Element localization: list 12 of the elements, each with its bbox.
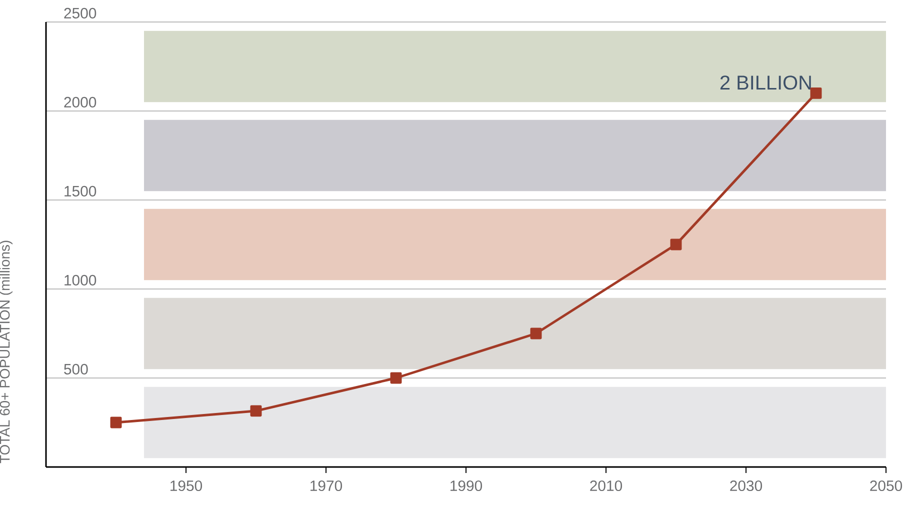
x-tick-label: 1950 <box>170 480 202 492</box>
x-tick-label: 2050 <box>870 480 902 492</box>
y-tick-label: 2500 <box>64 8 96 18</box>
x-tick-label: 1970 <box>310 480 342 492</box>
y-tick-label: 2000 <box>64 96 96 108</box>
y-tick-label: 1000 <box>64 274 96 286</box>
x-tick-label: 2010 <box>590 480 622 492</box>
y-tick-label: 500 <box>64 364 88 374</box>
y-tick-label: 1500 <box>64 186 96 196</box>
x-tick-label: 1990 <box>450 480 482 492</box>
annotation: 2 BILLION <box>720 76 811 90</box>
x-tick-label: 2030 <box>730 480 762 492</box>
